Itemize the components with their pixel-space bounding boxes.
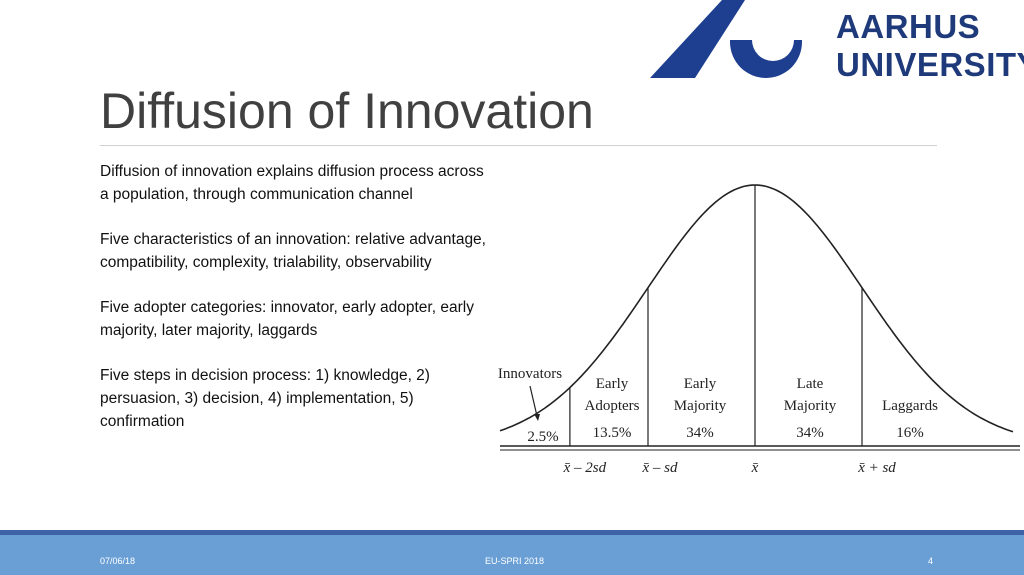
group-label: Adopters <box>585 398 640 414</box>
logo-bowl <box>730 40 802 78</box>
group-share: 34% <box>796 425 824 441</box>
bell-curve <box>499 184 1014 433</box>
group-share: 16% <box>896 425 924 441</box>
pointer-arrow <box>529 385 538 417</box>
group-label: Early <box>596 376 629 392</box>
axis-label: x̄ + sd <box>857 460 896 476</box>
title-rule <box>100 145 937 146</box>
paragraph: Five steps in decision process: 1) knowl… <box>100 367 430 430</box>
bell-curve-figure: Innovators 2.5% Early Adopters 13.5% Early Maj… <box>498 184 1020 476</box>
footer-bar: 07/06/18 EU-SPRI 2018 4 <box>0 530 1024 575</box>
arrow-head <box>534 414 540 421</box>
footer-date: 07/06/18 <box>100 556 136 566</box>
paragraph: Diffusion of innovation explains diffusi… <box>100 163 484 203</box>
slide-title: Diffusion of Innovation <box>100 83 594 139</box>
group-label: Majority <box>784 398 837 414</box>
group-label: Late <box>797 376 824 392</box>
body-text: Diffusion of innovation explains diffusi… <box>100 161 492 456</box>
group-share: 2.5% <box>527 429 558 445</box>
paragraph: Five adopter categories: innovator, earl… <box>100 299 474 339</box>
axis-label: x̄ – sd <box>642 460 678 476</box>
group-share: 34% <box>686 425 714 441</box>
footer-page: 4 <box>928 556 934 566</box>
logo-mark <box>650 0 802 78</box>
group-label: Early <box>684 376 717 392</box>
group-label: Innovators <box>498 366 562 382</box>
group-label: Laggards <box>882 398 938 414</box>
paragraph: Five characteristics of an innovation: r… <box>100 231 486 271</box>
logo-text: AARHUS <box>836 8 981 45</box>
footer-event: EU-SPRI 2018 <box>485 556 545 566</box>
axis-label: x̄ <box>751 460 759 476</box>
logo-stripe <box>650 0 745 78</box>
axis-label: x̄ – 2sd <box>563 460 607 476</box>
logo-text: UNIVERSITY <box>836 46 1024 83</box>
group-share: 13.5% <box>593 425 632 441</box>
group-label: Majority <box>674 398 727 414</box>
